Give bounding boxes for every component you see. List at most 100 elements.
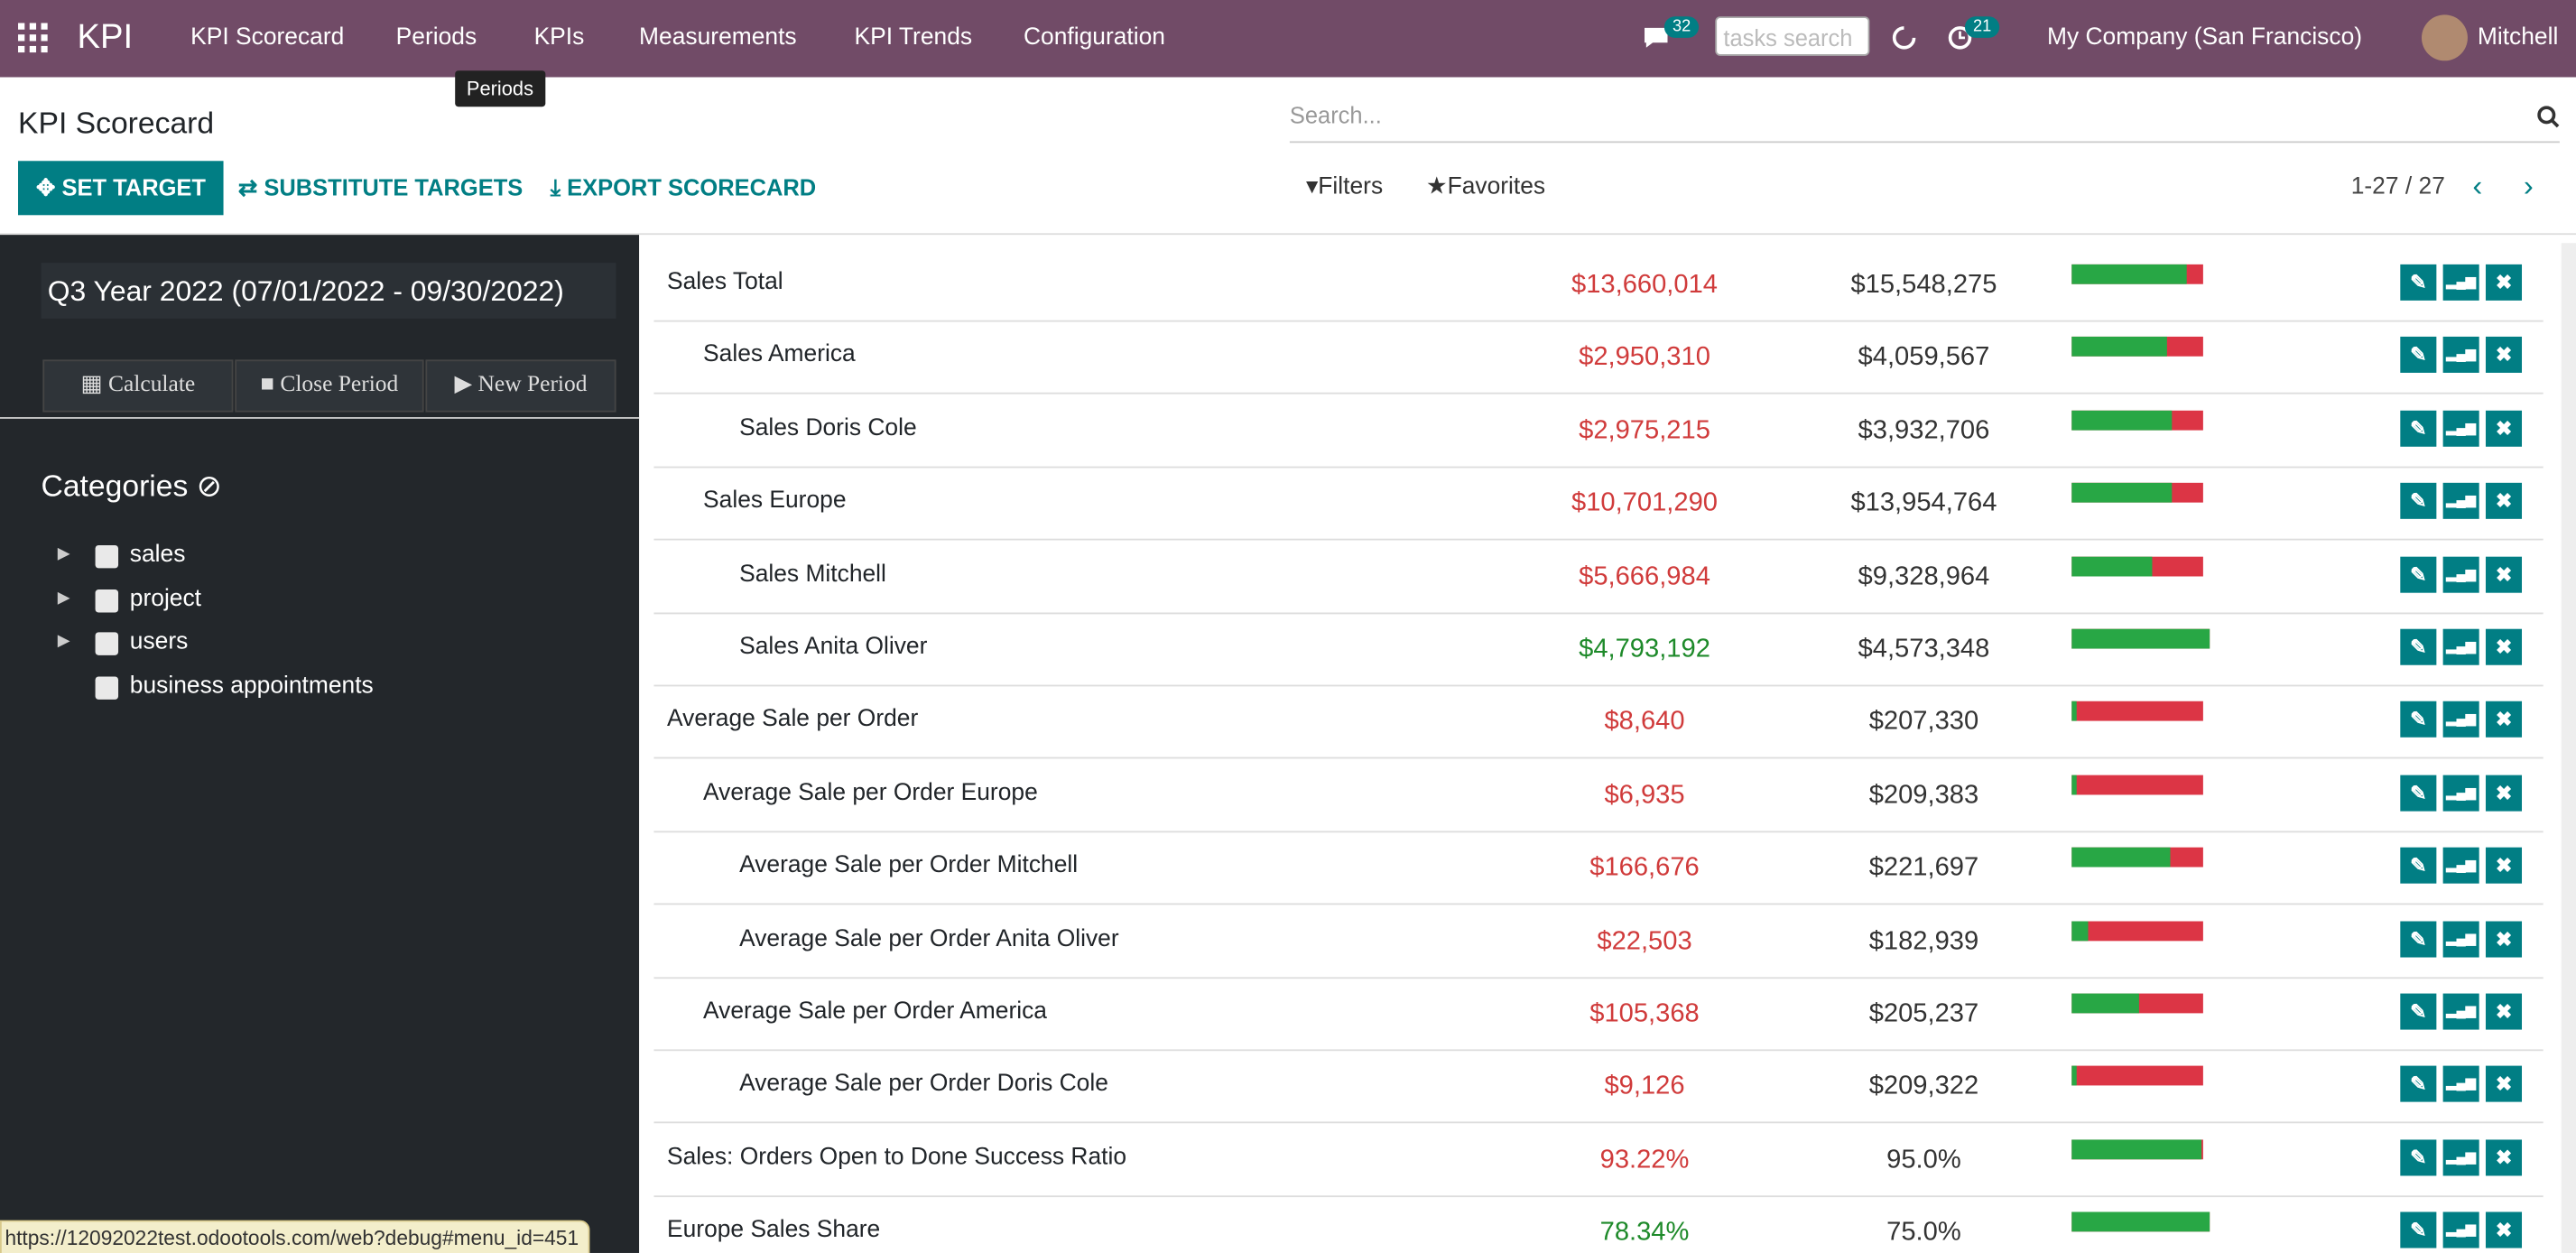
- delete-button[interactable]: ✖: [2485, 775, 2523, 812]
- history-button[interactable]: ▂▄▆: [2442, 701, 2479, 738]
- history-button[interactable]: ▂▄▆: [2442, 920, 2479, 957]
- history-button[interactable]: ▂▄▆: [2442, 775, 2479, 812]
- progress-fill: [2071, 1211, 2210, 1232]
- progress-bar: [2071, 1211, 2210, 1232]
- menu-item[interactable]: Periods: [395, 24, 477, 51]
- progress-bar: [2071, 993, 2203, 1014]
- delete-button[interactable]: ✖: [2485, 337, 2523, 374]
- actual-value: 93.22%: [1599, 1146, 1690, 1174]
- search-icon[interactable]: [2536, 105, 2560, 128]
- avatar[interactable]: [2421, 14, 2468, 61]
- checkbox[interactable]: [95, 589, 119, 612]
- favorites-label: Favorites: [1447, 173, 1546, 200]
- kpi-name: Sales Mitchell: [739, 561, 886, 588]
- edit-button[interactable]: ✎: [2400, 847, 2437, 885]
- expand-arrow: ▶: [57, 632, 70, 651]
- delete-button[interactable]: ✖: [2485, 264, 2523, 301]
- edit-button[interactable]: ✎: [2400, 410, 2437, 447]
- delete-button[interactable]: ✖: [2485, 555, 2523, 592]
- menu-item[interactable]: Measurements: [639, 24, 797, 51]
- button-label: Close Period: [280, 372, 399, 398]
- history-button[interactable]: ▂▄▆: [2442, 555, 2479, 592]
- edit-button[interactable]: ✎: [2400, 337, 2437, 374]
- menu-item[interactable]: Configuration: [1023, 24, 1165, 51]
- progress-fill: [2071, 555, 2152, 576]
- delete-button[interactable]: ✖: [2485, 483, 2523, 520]
- edit-button[interactable]: ✎: [2400, 1139, 2437, 1176]
- edit-button[interactable]: ✎: [2400, 483, 2437, 520]
- history-button[interactable]: ▂▄▆: [2442, 847, 2479, 885]
- edit-button[interactable]: ✎: [2400, 993, 2437, 1030]
- delete-button[interactable]: ✖: [2485, 847, 2523, 885]
- new-period-button[interactable]: ▶ New Period: [425, 359, 616, 413]
- checkbox[interactable]: [95, 544, 119, 569]
- user[interactable]: Mitchell: [2477, 24, 2559, 51]
- calculate-button[interactable]: ▦ Calculate: [42, 359, 234, 413]
- edit-button[interactable]: ✎: [2400, 775, 2437, 812]
- history-button[interactable]: ▂▄▆: [2442, 1211, 2479, 1248]
- actual-value: $2,950,310: [1579, 343, 1710, 372]
- edit-button[interactable]: ✎: [2400, 628, 2437, 665]
- delete-button[interactable]: ✖: [2485, 1211, 2523, 1248]
- delete-button[interactable]: ✖: [2485, 920, 2523, 957]
- delete-button[interactable]: ✖: [2485, 1139, 2523, 1176]
- activity-icon[interactable]: [1947, 24, 1973, 51]
- menu-item[interactable]: KPI Scorecard: [190, 24, 345, 51]
- delete-button[interactable]: ✖: [2485, 410, 2523, 447]
- chat-icon[interactable]: [1643, 26, 1669, 49]
- favorites[interactable]: ★Favorites: [1425, 173, 1546, 200]
- edit-button[interactable]: ✎: [2400, 264, 2437, 301]
- menu-item[interactable]: KPI Trends: [854, 24, 973, 51]
- delete-button[interactable]: ✖: [2485, 628, 2523, 665]
- brand[interactable]: KPI: [77, 18, 134, 56]
- history-button[interactable]: ▂▄▆: [2442, 337, 2479, 374]
- progress-bar: [2071, 920, 2203, 941]
- actual-value: $2,975,215: [1579, 416, 1710, 445]
- kpi-name: Europe Sales Share: [667, 1217, 881, 1244]
- history-button[interactable]: ▂▄▆: [2442, 410, 2479, 447]
- actual-value: $6,935: [1604, 781, 1685, 810]
- refresh-icon[interactable]: [1891, 24, 1917, 51]
- history-button[interactable]: ▂▄▆: [2442, 1139, 2479, 1176]
- filters[interactable]: ▾Filters: [1306, 173, 1384, 200]
- edit-button[interactable]: ✎: [2400, 1211, 2437, 1248]
- badge: 21: [1964, 16, 2000, 38]
- edit-button[interactable]: ✎: [2400, 920, 2437, 957]
- actual-value: $22,503: [1597, 927, 1692, 955]
- checkbox[interactable]: [95, 675, 119, 700]
- edit-button[interactable]: ✎: [2400, 1066, 2437, 1103]
- scorecard-row: Sales Anita Oliver $4,793,192 $4,573,348 ✎ ▂…: [653, 613, 2544, 687]
- history-button[interactable]: ▂▄▆: [2442, 1066, 2479, 1103]
- set-target-button[interactable]: ✥ SET TARGET: [18, 161, 225, 216]
- history-button[interactable]: ▂▄▆: [2442, 993, 2479, 1030]
- pager-next[interactable]: ›: [2523, 169, 2534, 202]
- apps-icon[interactable]: [18, 23, 48, 53]
- history-button[interactable]: ▂▄▆: [2442, 264, 2479, 301]
- substitute-button[interactable]: ⇄ SUBSTITUTE TARGETS: [237, 173, 524, 200]
- progress-fill: [2071, 1139, 2201, 1159]
- pager-prev[interactable]: ‹: [2472, 169, 2483, 202]
- scorecard-row: Sales Total $13,660,014 $15,548,275 ✎ ▂▄▆ ✖: [653, 248, 2544, 322]
- scorecard-row: Average Sale per Order America $105,368 $2…: [653, 977, 2544, 1052]
- delete-button[interactable]: ✖: [2485, 701, 2523, 738]
- button-label: New Period: [477, 372, 588, 398]
- categories-title: Categories ⊘: [41, 468, 222, 503]
- history-button[interactable]: ▂▄▆: [2442, 628, 2479, 665]
- search-input[interactable]: Search...: [1289, 102, 2560, 144]
- kpi-name: Sales Doris Cole: [739, 414, 917, 441]
- history-button[interactable]: ▂▄▆: [2442, 483, 2479, 520]
- company[interactable]: My Company (San Francisco): [2046, 24, 2363, 51]
- tasks-search[interactable]: tasks search: [1715, 16, 1870, 56]
- edit-button[interactable]: ✎: [2400, 555, 2437, 592]
- scorecard-row: Average Sale per Order Doris Cole $9,126 $…: [653, 1050, 2544, 1124]
- export-button[interactable]: ⤓ EXPORT SCORECARD: [550, 173, 817, 200]
- delete-button[interactable]: ✖: [2485, 1066, 2523, 1103]
- kpi-name: Average Sale per Order Mitchell: [739, 852, 1079, 879]
- period-select[interactable]: Q3 Year 2022 (07/01/2022 - 09/30/2022): [41, 263, 616, 319]
- checkbox[interactable]: [95, 632, 119, 655]
- menu-item[interactable]: KPIs: [533, 24, 585, 51]
- scorecard-row: Average Sale per Order Europe $6,935 $209,…: [653, 758, 2544, 832]
- close-period-button[interactable]: ■ Close Period: [235, 359, 424, 413]
- delete-button[interactable]: ✖: [2485, 993, 2523, 1030]
- edit-button[interactable]: ✎: [2400, 701, 2437, 738]
